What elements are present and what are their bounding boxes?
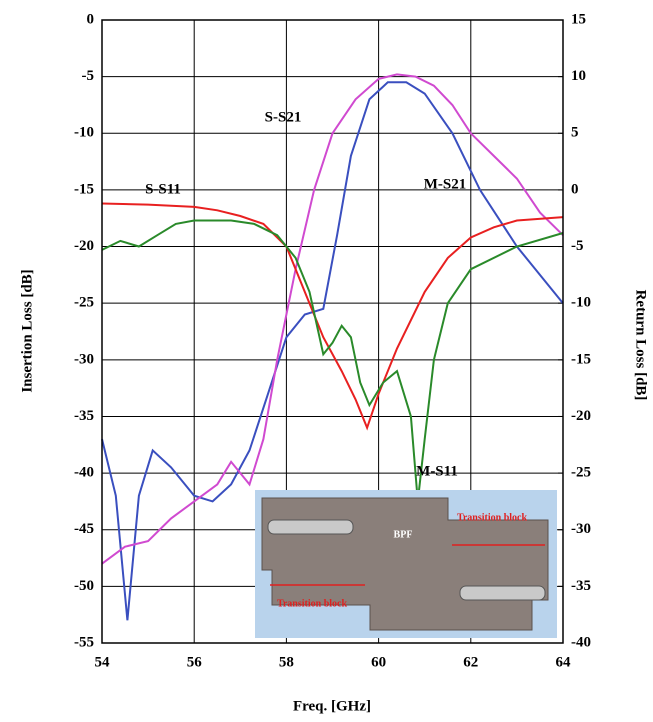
inset-label: Transition block [457,512,528,523]
series-annotation: S-S21 [265,109,302,125]
y2-tick-label: -20 [571,408,591,424]
y-tick-label: -30 [74,351,94,367]
x-axis-label: Freq. [GHz] [293,698,371,714]
x-tick-label: 64 [556,654,572,670]
series-annotation: M-S11 [416,463,458,479]
y2-tick-label: 10 [571,68,586,84]
inset-feed [267,519,354,535]
x-tick-label: 60 [371,654,386,670]
y2-tick-label: 5 [571,125,579,141]
x-tick-label: 56 [187,654,203,670]
y2-tick-label: -35 [571,578,591,594]
y2-tick-label: -30 [571,521,591,537]
series-annotation: S-S11 [145,181,181,197]
y-tick-label: -40 [74,465,94,481]
y-tick-label: 0 [87,11,95,27]
y-tick-label: -45 [74,521,94,537]
y-tick-label: -5 [82,68,95,84]
x-tick-label: 58 [279,654,294,670]
y-tick-label: -35 [74,408,94,424]
x-tick-label: 54 [95,654,111,670]
inset-feed [459,585,546,601]
y2-tick-label: -10 [571,295,591,311]
series-line [101,73,564,565]
y2-tick-label: -5 [571,238,584,254]
y2-tick-label: 0 [571,181,579,197]
series-line [101,81,564,621]
y2-tick-label: -40 [571,634,591,650]
series-line [101,202,564,431]
y-tick-label: -20 [74,238,94,254]
y-tick-label: -10 [74,125,94,141]
series-annotation: M-S21 [424,176,467,192]
y2-tick-label: -25 [571,465,591,481]
y-tick-label: -15 [74,181,94,197]
y-axis-label: Insertion Loss [dB] [19,269,35,392]
y-tick-label: -25 [74,295,94,311]
series-line [101,219,564,502]
y2-tick-label: 15 [571,11,586,27]
inset-label: Transition block [277,598,348,609]
y2-axis-label: Return Loss [dB] [633,290,649,401]
x-tick-label: 62 [463,654,478,670]
y-tick-label: -55 [74,634,94,650]
plot-border [101,19,564,644]
y-tick-label: -50 [74,578,94,594]
y2-tick-label: -15 [571,351,591,367]
inset-label: BPF [394,529,413,540]
